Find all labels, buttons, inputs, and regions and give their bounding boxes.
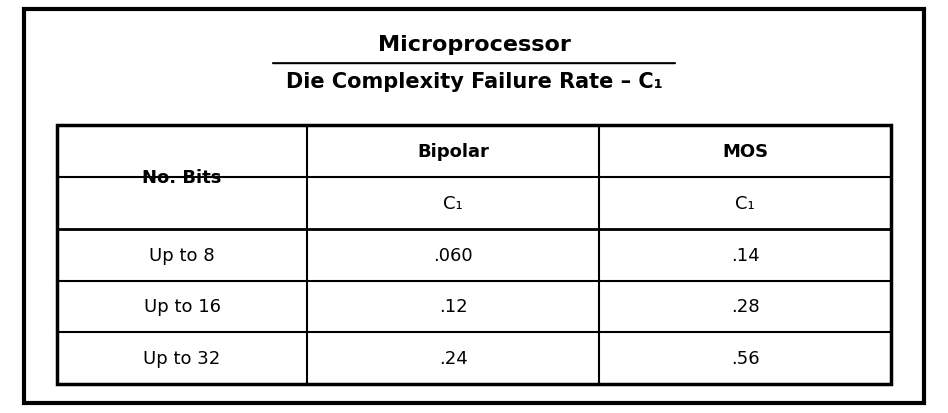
Text: C₁: C₁: [736, 195, 755, 212]
Text: .24: .24: [439, 349, 467, 367]
Text: Bipolar: Bipolar: [417, 143, 489, 161]
Text: Microprocessor: Microprocessor: [377, 35, 571, 55]
Text: Up to 16: Up to 16: [143, 298, 221, 316]
Text: .12: .12: [439, 298, 467, 316]
Text: .14: .14: [731, 246, 759, 264]
Text: .060: .060: [433, 246, 473, 264]
Text: Die Complexity Failure Rate – C₁: Die Complexity Failure Rate – C₁: [285, 72, 663, 92]
Text: C₁: C₁: [444, 195, 463, 212]
Text: No. Bits: No. Bits: [142, 169, 222, 187]
Text: .28: .28: [731, 298, 759, 316]
Text: MOS: MOS: [722, 143, 768, 161]
Bar: [57, 126, 891, 384]
Text: .56: .56: [731, 349, 759, 367]
Text: Up to 32: Up to 32: [143, 349, 221, 367]
FancyBboxPatch shape: [24, 10, 924, 403]
Text: Up to 8: Up to 8: [149, 246, 215, 264]
